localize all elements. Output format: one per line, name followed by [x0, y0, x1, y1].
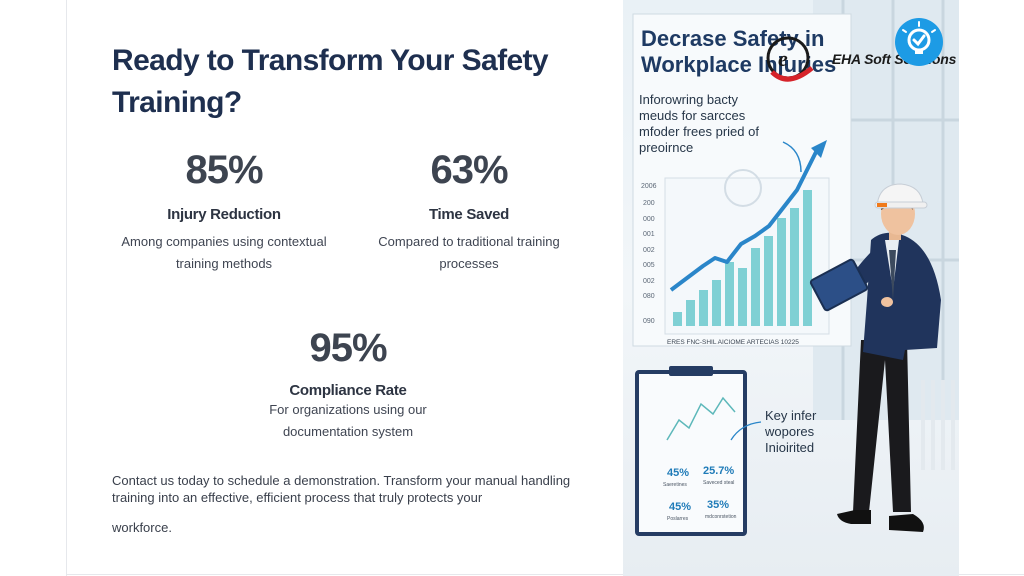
call-to-action: Contact us today to schedule a demonstra…: [112, 472, 582, 536]
gear-icon: [724, 169, 762, 207]
stat-compliance-rate: 95% Compliance Rate For organizations us…: [250, 326, 446, 443]
clipboard-label: mdconrstetion: [705, 514, 737, 520]
stat-value: 63%: [430, 148, 508, 192]
stat-label: Time Saved: [428, 206, 510, 223]
slide-left-border: [66, 0, 67, 576]
stat-value: 95%: [309, 326, 387, 370]
cta-text-tail: workforce.: [112, 520, 172, 535]
poster-subtext: preoirnce: [639, 140, 693, 155]
stat-description-line: For organizations using our: [269, 402, 427, 417]
clipboard-value: 45%: [669, 501, 691, 513]
illustration-svg: Decrase Safety in Workplace Injuries Inf…: [632, 0, 959, 536]
slide-bottom-border: [66, 574, 1024, 575]
chart-tick: 000: [643, 216, 655, 223]
clipboard-value: 35%: [707, 499, 729, 511]
chart-caption: ERES FNC-SHIL AICIOME ARTECIAS 10225: [667, 339, 799, 346]
stat-label: Injury Reduction: [167, 206, 281, 223]
chart-tick: 200: [643, 200, 655, 207]
clipboard-label: Poslarres: [667, 516, 689, 522]
chart-tick: 2006: [641, 183, 657, 190]
cta-text: Contact us today to schedule a demonstra…: [112, 473, 571, 505]
chart-trend-line: [669, 145, 821, 292]
lightbulb-icon: [895, 18, 943, 66]
tablet: [809, 258, 869, 312]
clipboard-label: Saeretines: [663, 482, 687, 488]
stat-description: Compared to traditional training process…: [378, 234, 560, 271]
chart-tick: 001: [643, 231, 655, 238]
clipboard-label: Saveced steal: [703, 480, 734, 486]
poster-subtext: Inforowring bacty: [639, 92, 738, 107]
chart-tick: 002: [643, 278, 655, 285]
stat-label: Compliance Rate: [289, 382, 407, 399]
clipboard-value: 45%: [667, 467, 689, 479]
chart-bars: [673, 190, 812, 326]
key-note: wopores: [764, 424, 815, 439]
stat-description: Among companies using contextual trainin…: [121, 234, 327, 271]
chart-tick: 002: [643, 247, 655, 254]
svg-text:e: e: [778, 46, 788, 71]
poster-subtext: meuds for sarcces: [639, 108, 746, 123]
page-title: Ready to Transform Your Safety Training?: [112, 44, 549, 119]
poster-subtext: mfoder frees pried of: [639, 124, 759, 139]
stat-time-saved: 63% Time Saved Compared to traditional t…: [360, 148, 578, 275]
stat-injury-reduction: 85% Injury Reduction Among companies usi…: [110, 148, 338, 275]
chart-tick: 090: [643, 318, 655, 325]
stat-description: For organizations using our documentatio…: [250, 399, 446, 443]
clipboard-value: 25.7%: [703, 465, 734, 477]
safety-worker-figure: [809, 183, 941, 532]
safety-training-illustration: Decrase Safety in Workplace Injuries Inf…: [623, 0, 959, 576]
chart-tick: 080: [643, 293, 655, 300]
stat-value: 85%: [185, 148, 263, 192]
chart-arrow-head: [811, 140, 827, 158]
brand-logo-icon: e: [766, 36, 814, 82]
key-note: Key infer: [765, 408, 817, 423]
key-note: Inioirited: [765, 440, 814, 455]
stat-description-line: documentation system: [282, 424, 414, 439]
chart-tick: 005: [643, 262, 655, 269]
